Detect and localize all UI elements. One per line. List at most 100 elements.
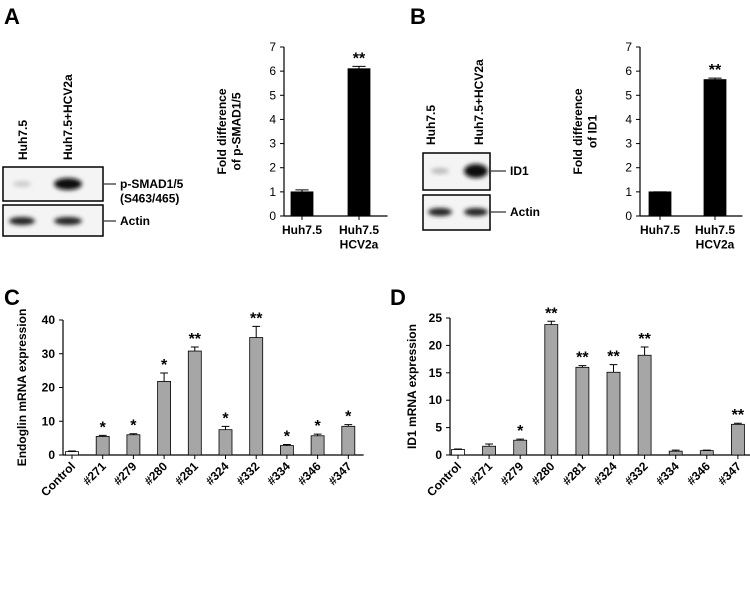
- bar: [699, 450, 714, 456]
- significance-label: **: [545, 305, 558, 322]
- y-tick-label: 1: [625, 185, 632, 199]
- y-tick-label: 7: [625, 40, 632, 54]
- x-tick-label: #324: [203, 459, 232, 488]
- bar: [218, 429, 233, 456]
- error-bar: [708, 77, 722, 80]
- significance-label: **: [732, 407, 745, 424]
- x-tick-label: #281: [560, 459, 589, 488]
- error-bar: [313, 433, 322, 436]
- error-bar: [344, 424, 353, 427]
- x-tick-label: #280: [141, 459, 170, 488]
- significance-label: **: [709, 62, 722, 79]
- lane-label: Huh7.5+HCV2a: [61, 74, 75, 160]
- error-bar: [352, 65, 366, 69]
- y-tick-label: 25: [429, 311, 443, 325]
- bar: [347, 68, 371, 217]
- bar: [703, 79, 727, 217]
- blot-band: [464, 208, 488, 216]
- y-tick-label: 15: [429, 366, 443, 380]
- bar: [249, 337, 264, 456]
- error-bar: [609, 364, 618, 373]
- error-bar: [160, 372, 168, 382]
- y-tick-label: 10: [429, 393, 443, 407]
- error-bar: [578, 365, 587, 368]
- x-tick-label: Huh7.5 HCV2a: [339, 223, 379, 251]
- blot-label: Actin: [510, 205, 540, 219]
- error-bar: [671, 449, 680, 452]
- x-tick-label: #279: [498, 459, 527, 488]
- x-tick-label: Huh7.5: [640, 223, 680, 237]
- x-tick-label: Control: [424, 459, 464, 499]
- y-tick-label: 6: [625, 64, 632, 78]
- bar: [290, 191, 314, 217]
- significance-label: *: [222, 410, 229, 427]
- significance-label: *: [314, 418, 321, 435]
- y-axis-label: Fold differenceof ID1: [571, 88, 599, 174]
- y-tick-label: 20: [42, 381, 56, 395]
- y-tick-label: 2: [625, 161, 632, 175]
- y-tick-label: 5: [269, 88, 276, 102]
- significance-label: **: [353, 50, 366, 67]
- significance-label: *: [517, 423, 524, 440]
- bar: [126, 434, 141, 456]
- bar: [279, 445, 294, 456]
- x-tick-label: #347: [326, 459, 355, 488]
- y-tick-label: 10: [42, 414, 56, 428]
- error-bar: [252, 325, 261, 338]
- y-tick-label: 0: [48, 448, 55, 462]
- x-tick-label: #347: [715, 459, 744, 488]
- blot-band: [54, 217, 82, 225]
- bar: [95, 436, 110, 456]
- x-tick-label: #334: [653, 459, 682, 488]
- error-bar: [734, 422, 742, 425]
- panel-letter: A: [4, 4, 20, 29]
- bar: [482, 445, 497, 456]
- x-tick-label: #271: [80, 459, 109, 488]
- y-axis-label: ID1 mRNA expression: [405, 324, 419, 449]
- bar: [637, 354, 652, 456]
- bar: [731, 423, 745, 456]
- significance-label: **: [189, 331, 202, 348]
- significance-label: *: [100, 419, 107, 436]
- y-tick-label: 40: [42, 313, 56, 327]
- y-tick-label: 5: [625, 88, 632, 102]
- x-tick-label: #271: [466, 459, 495, 488]
- bar: [544, 324, 559, 456]
- error-bar: [98, 434, 107, 437]
- error-bar: [129, 433, 138, 435]
- x-tick-label: #332: [622, 459, 651, 488]
- lane-label: Huh7.5+HCV2a: [472, 59, 486, 145]
- y-axis-label: Endoglin mRNA expression: [15, 309, 29, 467]
- x-tick-label: Control: [38, 459, 78, 499]
- error-bar: [640, 346, 649, 356]
- error-bar: [516, 438, 525, 441]
- blot-band: [9, 217, 35, 225]
- y-tick-label: 5: [435, 421, 442, 435]
- x-tick-label: #281: [172, 459, 201, 488]
- lane-label: Huh7.5: [16, 120, 30, 160]
- significance-label: **: [638, 331, 651, 348]
- bar: [187, 350, 202, 456]
- error-bar: [68, 450, 76, 452]
- x-tick-label: #280: [529, 459, 558, 488]
- blot-band: [431, 168, 449, 174]
- bar: [648, 191, 672, 217]
- x-tick-label: #346: [684, 459, 713, 488]
- x-tick-label: Huh7.5: [282, 223, 322, 237]
- y-tick-label: 7: [269, 40, 276, 54]
- significance-label: **: [607, 349, 620, 366]
- blot-label: ID1: [510, 164, 529, 178]
- bar: [668, 450, 683, 456]
- bar: [65, 451, 79, 456]
- x-tick-label: #346: [295, 459, 324, 488]
- y-tick-label: 4: [269, 112, 276, 126]
- panel-letter: B: [410, 4, 426, 29]
- bar: [157, 381, 172, 456]
- bar: [513, 439, 528, 456]
- y-tick-label: 30: [42, 347, 56, 361]
- blot-band: [464, 164, 488, 178]
- error-bar: [485, 443, 493, 447]
- blot-label: p-SMAD1/5 (S463/465): [120, 177, 184, 205]
- bar: [606, 371, 621, 456]
